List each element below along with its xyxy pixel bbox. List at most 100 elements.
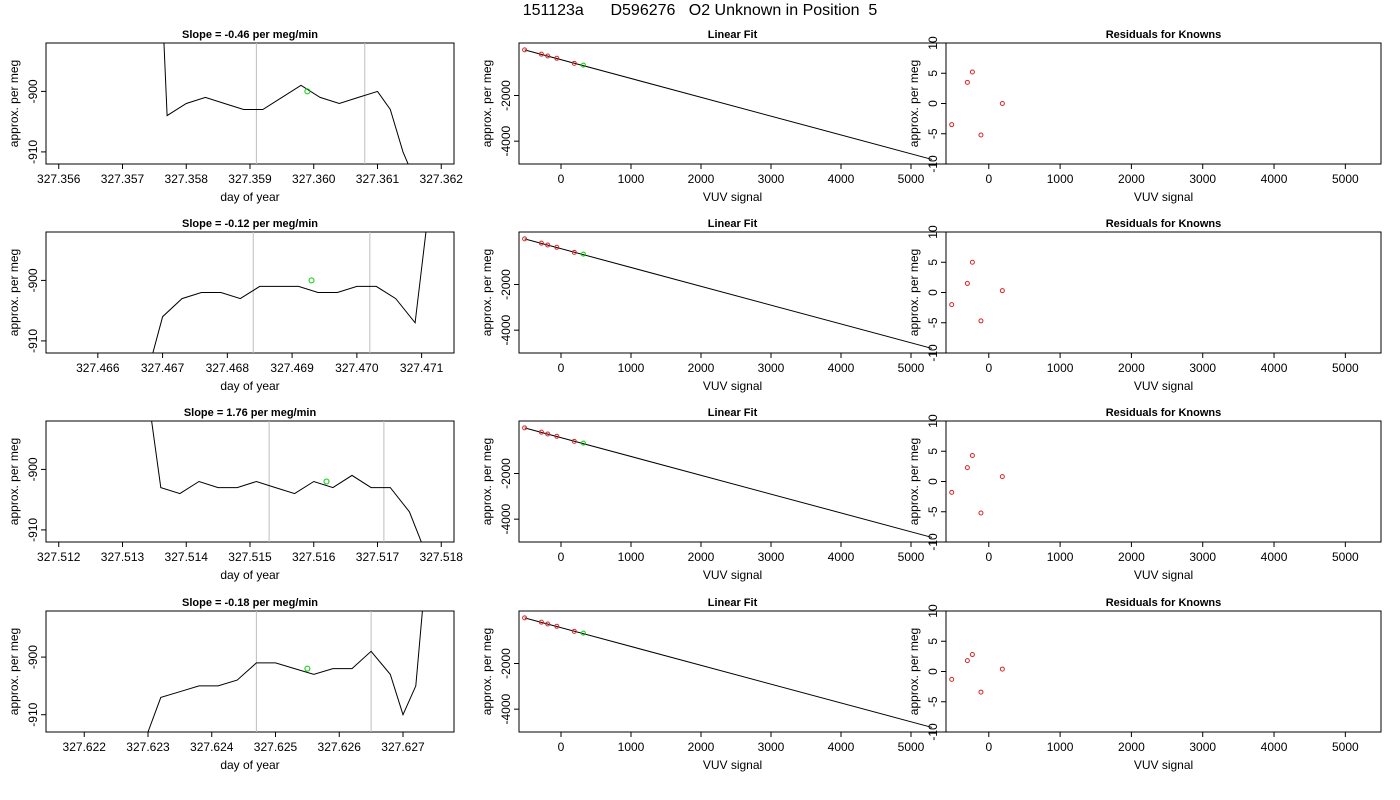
panel-1-2: Residuals for Knowns 0 1000 2000 3000 4000 500… xyxy=(907,218,1382,393)
x-tick-label: 327.471 xyxy=(400,361,444,375)
x-tick-label: 3000 xyxy=(758,172,785,186)
x-axis-label: day of year xyxy=(220,379,279,393)
x-tick-label: 327.516 xyxy=(292,550,336,564)
x-tick-label: 4000 xyxy=(1261,740,1288,754)
x-tick-label: 3000 xyxy=(758,361,785,375)
known-point xyxy=(522,425,528,431)
y-axis-label: approx. per meg xyxy=(907,438,921,525)
x-tick-label: 327.627 xyxy=(381,740,425,754)
panel-title: Slope = -0.18 per meg/min xyxy=(182,597,318,609)
x-axis-label: VUV signal xyxy=(703,379,762,393)
x-tick-label: 3000 xyxy=(1189,740,1216,754)
x-tick-label: 5000 xyxy=(898,740,925,754)
y-tick-label: 0 xyxy=(926,478,940,485)
panel-1-0: Slope = -0.12 per meg/min 327.466 327.467 3… xyxy=(7,218,455,393)
panel-2-1: Linear Fit 0 1000 2000 3000 4000 5000 -4000 -200… xyxy=(480,407,947,582)
y-axis-label: approx. per meg xyxy=(480,628,494,715)
panel-2-2: Residuals for Knowns 0 1000 2000 3000 4000 500… xyxy=(907,407,1382,582)
series-line xyxy=(152,232,427,353)
series-line xyxy=(163,43,409,164)
panel-0-1: Linear Fit 0 1000 2000 3000 4000 5000 -4000 -200… xyxy=(480,29,947,204)
x-tick-label: 0 xyxy=(985,172,992,186)
panel-3-2: Residuals for Knowns 0 1000 2000 3000 4000 500… xyxy=(907,597,1382,772)
y-tick-label: -4000 xyxy=(499,694,513,725)
x-tick-label: 0 xyxy=(985,361,992,375)
x-tick-label: 5000 xyxy=(898,550,925,564)
x-tick-label: 327.515 xyxy=(228,550,272,564)
y-tick-label: 5 xyxy=(926,259,940,266)
x-axis-label: day of year xyxy=(220,190,279,204)
known-point xyxy=(538,619,544,625)
x-tick-label: 327.468 xyxy=(206,361,250,375)
x-tick-label: 327.517 xyxy=(356,550,400,564)
x-tick-label: 5000 xyxy=(898,172,925,186)
y-tick-label: 0 xyxy=(926,289,940,296)
x-tick-label: 5000 xyxy=(1332,361,1359,375)
y-tick-label: -5 xyxy=(926,317,940,328)
plot-frame xyxy=(945,610,1382,733)
x-tick-label: 5000 xyxy=(1332,740,1359,754)
x-tick-label: 0 xyxy=(985,550,992,564)
plot-area xyxy=(522,425,933,538)
y-tick-label: 5 xyxy=(926,70,940,77)
panel-title: Linear Fit xyxy=(708,597,758,609)
x-tick-label: 2000 xyxy=(1118,550,1145,564)
y-axis-label: approx. per meg xyxy=(7,628,21,715)
y-tick-label: -910 xyxy=(26,518,40,542)
y-tick-label: -2000 xyxy=(499,458,513,489)
x-tick-label: 327.623 xyxy=(126,740,170,754)
plot-frame xyxy=(945,231,1382,354)
x-tick-label: 1000 xyxy=(1047,361,1074,375)
known-point xyxy=(522,47,528,53)
x-tick-label: 327.513 xyxy=(101,550,145,564)
x-tick-label: 327.470 xyxy=(335,361,379,375)
x-axis-label: VUV signal xyxy=(1134,190,1193,204)
x-tick-label: 3000 xyxy=(758,550,785,564)
plot-area xyxy=(522,615,933,728)
known-point xyxy=(538,240,544,246)
known-point xyxy=(545,53,551,59)
x-tick-label: 2000 xyxy=(688,550,715,564)
x-tick-label: 327.359 xyxy=(228,172,272,186)
residual-point xyxy=(949,489,955,495)
x-tick-label: 327.518 xyxy=(420,550,464,564)
y-axis-label: approx. per meg xyxy=(480,249,494,336)
x-tick-label: 327.362 xyxy=(420,172,464,186)
x-tick-label: 2000 xyxy=(1118,172,1145,186)
plot-frame xyxy=(45,610,455,733)
plot-area xyxy=(949,259,1005,324)
known-point xyxy=(554,623,560,629)
known-point xyxy=(545,621,551,627)
y-tick-label: 10 xyxy=(926,225,940,239)
residual-point xyxy=(949,122,955,128)
page-title: 151123a D596276 O2 Unknown in Position 5 xyxy=(522,2,878,19)
panel-title: Linear Fit xyxy=(708,29,758,41)
y-tick-label: -900 xyxy=(26,645,40,669)
plot-area xyxy=(522,47,933,160)
residual-point xyxy=(969,69,975,75)
series-line xyxy=(147,611,423,732)
x-tick-label: 0 xyxy=(558,172,565,186)
x-tick-label: 0 xyxy=(558,361,565,375)
plot-frame xyxy=(45,42,455,165)
y-tick-label: -900 xyxy=(26,457,40,481)
plot-area xyxy=(949,652,1005,695)
panel-title: Slope = 1.76 per meg/min xyxy=(184,407,317,419)
residual-point xyxy=(964,465,970,471)
y-tick-label: -10 xyxy=(926,723,940,741)
panel-1-1: Linear Fit 0 1000 2000 3000 4000 5000 -4000 -200… xyxy=(480,218,947,393)
x-tick-label: 327.467 xyxy=(141,361,185,375)
residual-point xyxy=(999,101,1005,106)
known-point xyxy=(571,438,577,444)
y-tick-label: -5 xyxy=(926,506,940,517)
x-tick-label: 1000 xyxy=(1047,550,1074,564)
panel-title: Linear Fit xyxy=(708,407,758,419)
unknown-point xyxy=(580,62,586,68)
x-tick-label: 327.626 xyxy=(318,740,362,754)
plot-area xyxy=(949,452,1005,516)
x-axis-label: VUV signal xyxy=(703,190,762,204)
y-tick-label: -10 xyxy=(926,155,940,173)
x-tick-label: 4000 xyxy=(828,361,855,375)
y-axis-label: approx. per meg xyxy=(7,249,21,336)
